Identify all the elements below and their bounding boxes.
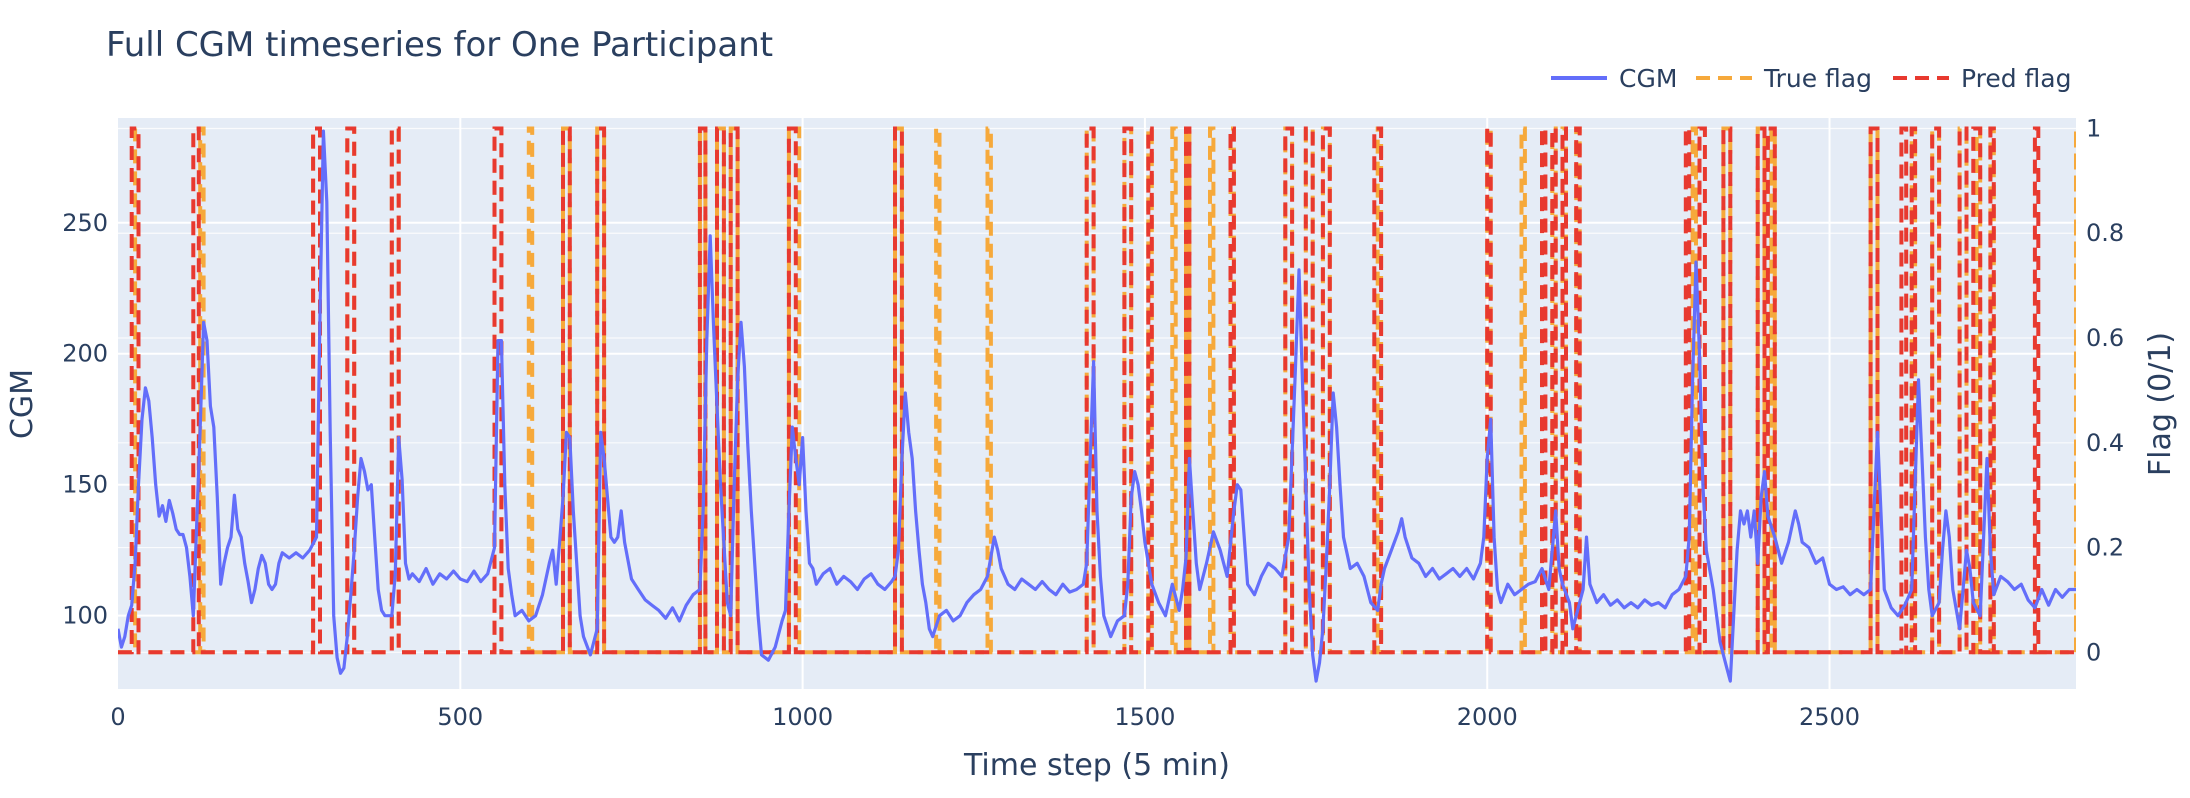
plot-area	[118, 118, 2076, 689]
legend-item[interactable]: CGM	[1551, 64, 1677, 93]
y2-tick-label: 0.4	[2086, 429, 2124, 457]
y-tick-label: 150	[62, 471, 108, 499]
y2-tick-label: 1	[2086, 114, 2101, 142]
flag-lines	[118, 126, 2076, 655]
pred-flag-series	[118, 126, 2076, 655]
y2-tick-label: 0.8	[2086, 219, 2124, 247]
x-tick-label: 2000	[1457, 703, 1518, 731]
cgm-line-layer	[118, 129, 2076, 683]
legend-label: True flag	[1763, 64, 1872, 93]
legend-item[interactable]: Pred flag	[1893, 64, 2072, 93]
y2-axis-ticks: 0 0.2 0.4 0.6 0.8 1	[2086, 114, 2124, 666]
y-tick-label: 250	[62, 209, 108, 237]
y2-tick-label: 0.6	[2086, 324, 2124, 352]
legend[interactable]: CGM True flag Pred flag	[1551, 64, 2072, 93]
y2-axis-label: Flag (0/1)	[2143, 332, 2178, 476]
x-tick-label: 1500	[1114, 703, 1175, 731]
x-tick-label: 500	[437, 703, 483, 731]
x-tick-label: 0	[110, 703, 125, 731]
y-tick-label: 200	[62, 340, 108, 368]
y-axis-label: CGM	[5, 369, 40, 439]
y-tick-label: 100	[62, 602, 108, 630]
x-axis-ticks: 0 500 1000 1500 2000 2500	[110, 703, 1860, 731]
y2-tick-label: 0	[2086, 638, 2101, 666]
y2-tick-label: 0.2	[2086, 534, 2124, 562]
cgm-series-line	[118, 129, 2076, 683]
legend-item[interactable]: True flag	[1696, 64, 1872, 93]
x-axis-label: Time step (5 min)	[963, 748, 1230, 783]
y-axis-ticks: 100 150 200 250	[62, 209, 108, 630]
legend-label: Pred flag	[1961, 64, 2072, 93]
chart-title: Full CGM timeseries for One Participant	[106, 25, 773, 65]
legend-label: CGM	[1619, 64, 1677, 93]
x-tick-label: 1000	[772, 703, 833, 731]
x-tick-label: 2500	[1799, 703, 1860, 731]
